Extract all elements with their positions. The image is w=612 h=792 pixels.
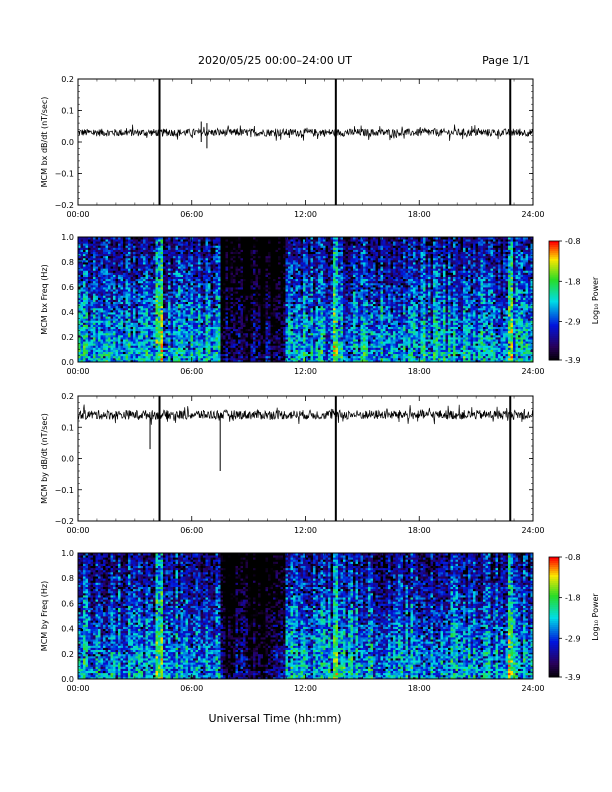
- y-axis-label: MCM bx dB/dt (nT/sec): [40, 97, 49, 188]
- x-tick-label: 06:00: [180, 210, 203, 219]
- y-tick-label: −0.1: [55, 170, 74, 179]
- y-tick-label: −0.2: [55, 201, 74, 210]
- y-tick-label: 0.1: [61, 107, 74, 116]
- y-tick-label: 0.0: [61, 138, 74, 147]
- x-tick-label: 24:00: [521, 210, 544, 219]
- x-tick-label: 00:00: [66, 210, 89, 219]
- series-trace: [78, 125, 533, 141]
- x-tick-label: 18:00: [408, 210, 431, 219]
- panel-1: 0.2 0.1 0.0 −0.1 −0.200:00 06:00 12:00 18:00 24:…: [40, 75, 545, 219]
- x-tick-label: 12:00: [294, 210, 317, 219]
- x-axis-title: Universal Time (hh:mm): [209, 712, 342, 725]
- y-tick-label: 0.2: [61, 75, 74, 84]
- figure-title: 2020/05/25 00:00–24:00 UT: [198, 54, 352, 67]
- page-indicator: Page 1/1: [482, 54, 530, 67]
- spectrogram: [78, 237, 533, 362]
- plot-frame: [78, 79, 533, 205]
- panels: 0.2 0.1 0.0 −0.1 −0.200:00 06:00 12:00 18:00 24:…: [40, 75, 600, 693]
